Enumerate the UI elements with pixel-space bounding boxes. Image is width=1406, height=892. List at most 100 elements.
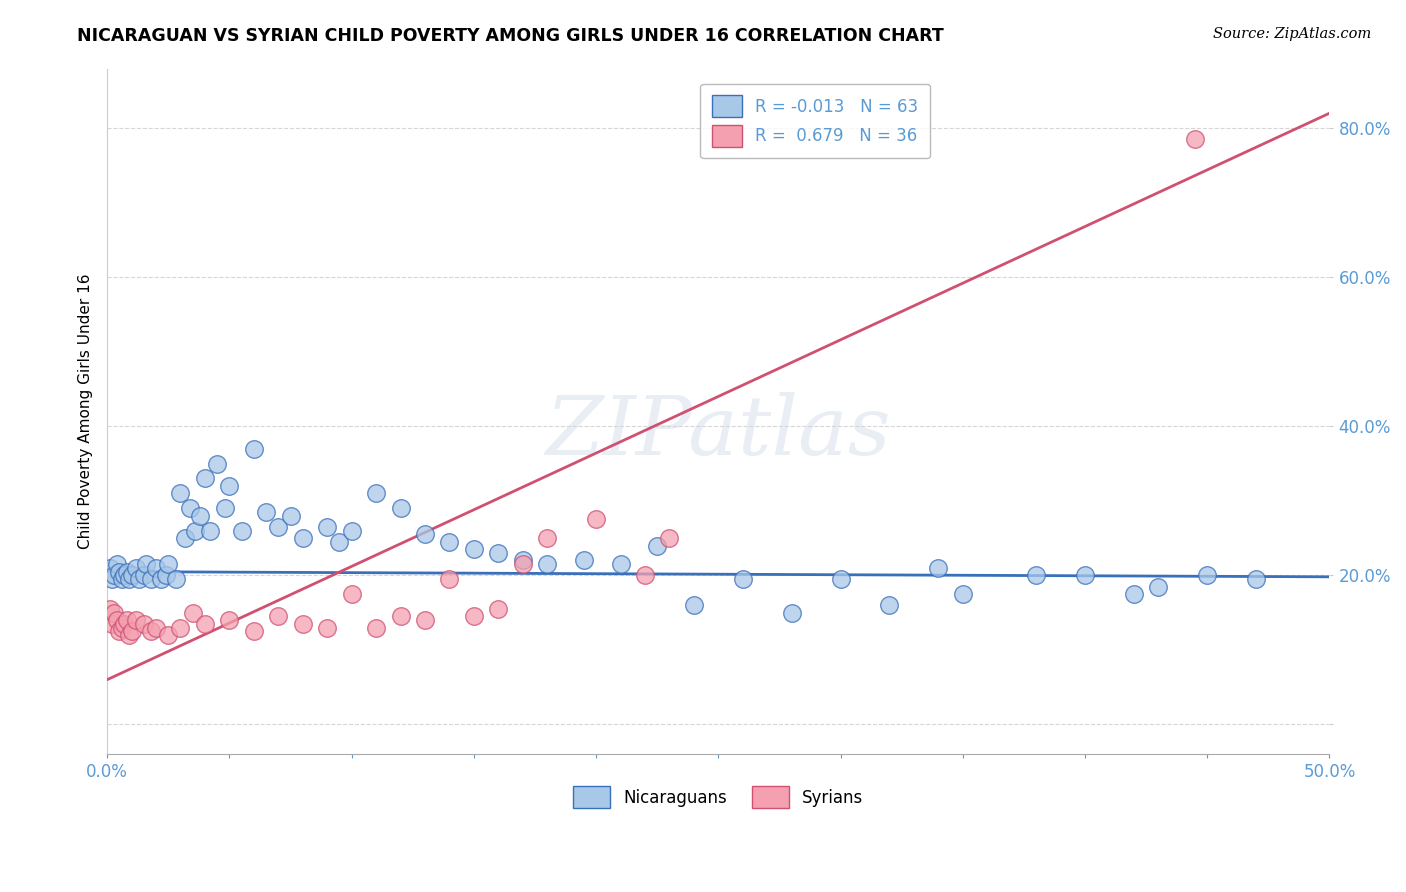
Point — [291, 531, 314, 545]
Point — [105, 557, 128, 571]
Point — [413, 613, 436, 627]
Point — [111, 572, 134, 586]
Point — [364, 620, 387, 634]
Point — [439, 534, 461, 549]
Point — [132, 616, 155, 631]
Point — [194, 471, 217, 485]
Point — [389, 501, 412, 516]
Point — [108, 624, 131, 639]
Point — [157, 557, 180, 571]
Point — [218, 613, 240, 627]
Point — [121, 624, 143, 639]
Point — [291, 616, 314, 631]
Point — [118, 628, 141, 642]
Point — [179, 501, 201, 516]
Point — [243, 442, 266, 456]
Point — [830, 572, 852, 586]
Point — [98, 561, 121, 575]
Point — [194, 616, 217, 631]
Point — [952, 587, 974, 601]
Y-axis label: Child Poverty Among Girls Under 16: Child Poverty Among Girls Under 16 — [79, 274, 93, 549]
Point — [132, 568, 155, 582]
Point — [927, 561, 949, 575]
Point — [105, 613, 128, 627]
Point — [658, 531, 681, 545]
Point — [1184, 132, 1206, 146]
Point — [536, 531, 558, 545]
Point — [145, 561, 167, 575]
Point — [731, 572, 754, 586]
Point — [609, 557, 631, 571]
Point — [112, 568, 135, 582]
Point — [141, 572, 163, 586]
Point — [165, 572, 187, 586]
Point — [118, 572, 141, 586]
Point — [145, 620, 167, 634]
Point — [1025, 568, 1047, 582]
Point — [1244, 572, 1267, 586]
Point — [645, 539, 668, 553]
Point — [125, 561, 148, 575]
Point — [169, 486, 191, 500]
Point — [125, 613, 148, 627]
Point — [1122, 587, 1144, 601]
Point — [364, 486, 387, 500]
Point — [328, 534, 350, 549]
Point — [340, 524, 363, 538]
Text: NICARAGUAN VS SYRIAN CHILD POVERTY AMONG GIRLS UNDER 16 CORRELATION CHART: NICARAGUAN VS SYRIAN CHILD POVERTY AMONG… — [77, 27, 943, 45]
Point — [184, 524, 207, 538]
Point — [101, 616, 124, 631]
Point — [174, 531, 197, 545]
Point — [108, 565, 131, 579]
Point — [879, 598, 901, 612]
Point — [214, 501, 236, 516]
Point — [267, 609, 290, 624]
Point — [780, 606, 803, 620]
Point — [486, 602, 509, 616]
Point — [1147, 580, 1170, 594]
Point — [218, 479, 240, 493]
Point — [512, 557, 534, 571]
Point — [115, 565, 138, 579]
Point — [121, 568, 143, 582]
Point — [512, 553, 534, 567]
Point — [389, 609, 412, 624]
Point — [181, 606, 204, 620]
Point — [280, 508, 302, 523]
Point — [572, 553, 595, 567]
Point — [1074, 568, 1097, 582]
Point — [267, 520, 290, 534]
Point — [157, 628, 180, 642]
Point — [340, 587, 363, 601]
Legend: Nicaraguans, Syrians: Nicaraguans, Syrians — [567, 780, 870, 814]
Point — [112, 616, 135, 631]
Point — [463, 609, 485, 624]
Point — [135, 557, 157, 571]
Text: ZIPatlas: ZIPatlas — [546, 392, 891, 472]
Point — [101, 572, 124, 586]
Point — [316, 620, 339, 634]
Point — [128, 572, 150, 586]
Point — [115, 613, 138, 627]
Point — [198, 524, 221, 538]
Point — [149, 572, 172, 586]
Text: Source: ZipAtlas.com: Source: ZipAtlas.com — [1212, 27, 1371, 41]
Point — [254, 505, 277, 519]
Point — [103, 606, 125, 620]
Point — [231, 524, 253, 538]
Point — [1197, 568, 1219, 582]
Point — [188, 508, 211, 523]
Point — [103, 568, 125, 582]
Point — [155, 568, 177, 582]
Point — [413, 527, 436, 541]
Point — [486, 546, 509, 560]
Point — [439, 572, 461, 586]
Point — [98, 602, 121, 616]
Point — [243, 624, 266, 639]
Point — [111, 620, 134, 634]
Point — [316, 520, 339, 534]
Point — [634, 568, 657, 582]
Point — [463, 542, 485, 557]
Point — [141, 624, 163, 639]
Point — [169, 620, 191, 634]
